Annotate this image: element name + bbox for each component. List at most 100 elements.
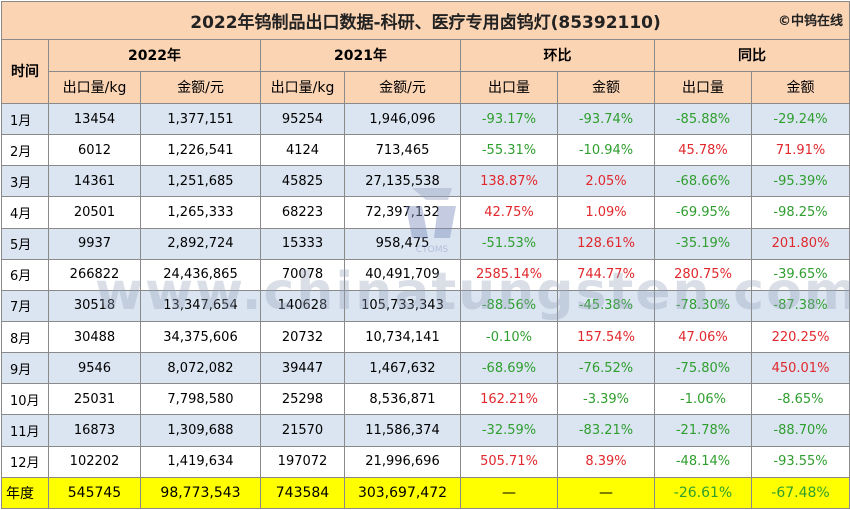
qty-2022-cell: 9937 (48, 227, 141, 260)
yoy-amount-cell: 71.91% (750, 134, 850, 167)
yoy-qty-cell: 280.75% (654, 258, 752, 291)
month-cell: 3月 (1, 165, 49, 198)
yoy-qty-header: 出口量 (654, 70, 752, 105)
mom-qty-cell: 42.75% (460, 196, 558, 229)
amount-2021-cell: 72,397,132 (344, 196, 461, 229)
mom-qty-cell: 138.87% (460, 165, 558, 198)
yoy-amount-header: 金额 (750, 70, 850, 105)
yoy-qty-cell: -21.78% (654, 414, 752, 447)
title-row: 2022年钨制品出口数据-科研、医疗专用卤钨灯(85392110) ©中钨在线 (0, 1, 850, 40)
mom-amount-cell: 1.09% (557, 196, 655, 229)
amount-2021-cell: 11,586,374 (344, 414, 461, 447)
table-row: 6月 266822 24,436,865 70078 40,491,709 2585.14… (1, 258, 850, 291)
qty-2022-cell: 9546 (48, 352, 141, 385)
total-amount-2022-cell: 98,773,543 (140, 476, 261, 510)
qty-2021-cell: 197072 (260, 445, 345, 478)
amount-2022-cell: 1,226,541 (140, 134, 261, 167)
yoy-qty-cell: 47.06% (654, 321, 752, 354)
qty-2021-cell: 20732 (260, 321, 345, 354)
yoy-amount-cell: -98.25% (750, 196, 850, 229)
mom-qty-cell: 505.71% (460, 445, 558, 478)
table-row: 3月 14361 1,251,685 45825 27,135,538 138.87% 2.… (1, 165, 850, 198)
time-header: 时间 (1, 38, 49, 105)
amount-2021-header: 金额/元 (344, 70, 461, 105)
yoy-qty-cell: -68.66% (654, 165, 752, 198)
total-yoy-amount-cell: -67.48% (750, 476, 850, 510)
total-qty-2021-cell: 743584 (260, 476, 345, 510)
qty-2021-cell: 39447 (260, 352, 345, 385)
yoy-qty-cell: -78.30% (654, 289, 752, 323)
yoy-amount-cell: 220.25% (750, 321, 850, 354)
mom-qty-cell: -93.17% (460, 103, 558, 136)
amount-2022-cell: 24,436,865 (140, 258, 261, 291)
qty-2021-cell: 45825 (260, 165, 345, 198)
mom-qty-cell: -51.53% (460, 227, 558, 260)
yoy-amount-cell: -8.65% (750, 383, 850, 416)
amount-2022-cell: 1,309,688 (140, 414, 261, 447)
yoy-amount-cell: -88.70% (750, 414, 850, 447)
month-cell: 12月 (1, 445, 49, 478)
amount-2021-cell: 105,733,343 (344, 289, 461, 323)
qty-2021-cell: 70078 (260, 258, 345, 291)
month-cell: 4月 (1, 196, 49, 229)
mom-amount-cell: -76.52% (557, 352, 655, 385)
mom-qty-cell: -32.59% (460, 414, 558, 447)
qty-2021-cell: 140628 (260, 289, 345, 323)
year-2021-header: 2021年 (260, 38, 461, 72)
amount-2021-cell: 27,135,538 (344, 165, 461, 198)
total-qty-2022-cell: 545745 (48, 476, 141, 510)
amount-2021-cell: 10,734,141 (344, 321, 461, 354)
mom-amount-cell: 157.54% (557, 321, 655, 354)
amount-2022-cell: 1,251,685 (140, 165, 261, 198)
month-cell: 6月 (1, 258, 49, 291)
qty-2022-cell: 16873 (48, 414, 141, 447)
yoy-qty-cell: 45.78% (654, 134, 752, 167)
mom-amount-cell: -45.38% (557, 289, 655, 323)
month-cell: 9月 (1, 352, 49, 385)
qty-2022-cell: 13454 (48, 103, 141, 136)
table-row: 12月 102202 1,419,634 197072 21,996,696 505.71… (1, 445, 850, 478)
mom-amount-cell: 128.61% (557, 227, 655, 260)
mom-qty-cell: -0.10% (460, 321, 558, 354)
amount-2022-cell: 2,892,724 (140, 227, 261, 260)
yoy-qty-cell: -48.14% (654, 445, 752, 478)
mom-amount-cell: 8.39% (557, 445, 655, 478)
total-mom-amount-cell: — (557, 476, 655, 510)
qty-2021-header: 出口量/kg (260, 70, 345, 105)
yoy-amount-cell: -95.39% (750, 165, 850, 198)
qty-2021-cell: 15333 (260, 227, 345, 260)
mom-amount-cell: -83.21% (557, 414, 655, 447)
qty-2022-cell: 30518 (48, 289, 141, 323)
month-cell: 10月 (1, 383, 49, 416)
mom-amount-cell: -3.39% (557, 383, 655, 416)
month-cell: 2月 (1, 134, 49, 167)
month-cell: 1月 (1, 103, 49, 136)
brand-label: ©中钨在线 (778, 14, 844, 29)
qty-2022-cell: 14361 (48, 165, 141, 198)
table-title: 2022年钨制品出口数据-科研、医疗专用卤钨灯(85392110) (190, 12, 661, 33)
table-row: 1月 13454 1,377,151 95254 1,946,096 -93.17% -93… (1, 103, 850, 136)
table-row: 8月 30488 34,375,606 20732 10,734,141 -0.10% 15… (1, 321, 850, 354)
yoy-header: 同比 (653, 38, 850, 72)
qty-2022-cell: 102202 (48, 445, 141, 478)
table-row: 2月 6012 1,226,541 4124 713,465 -55.31% -10.94%… (1, 134, 850, 167)
qty-2022-cell: 30488 (48, 321, 141, 354)
amount-2022-cell: 8,072,082 (140, 352, 261, 385)
yoy-amount-cell: -39.65% (750, 258, 850, 291)
qty-2022-cell: 6012 (48, 134, 141, 167)
amount-2022-header: 金额/元 (140, 70, 261, 105)
mom-amount-cell: 2.05% (557, 165, 655, 198)
amount-2021-cell: 1,946,096 (344, 103, 461, 136)
table-row: 7月 30518 13,347,654 140628 105,733,343 -88.56… (1, 289, 850, 323)
yoy-amount-cell: 450.01% (750, 352, 850, 385)
month-cell: 11月 (1, 414, 49, 447)
yoy-amount-cell: -29.24% (750, 103, 850, 136)
yoy-amount-cell: -87.38% (750, 289, 850, 323)
yoy-amount-cell: 201.80% (750, 227, 850, 260)
table-row: 9月 9546 8,072,082 39447 1,467,632 -68.69% -76.… (1, 352, 850, 385)
header-row-1: 时间 2022年 2021年 环比 同比 (1, 38, 850, 105)
year-2022-header: 2022年 (48, 38, 261, 72)
month-cell: 8月 (1, 321, 49, 354)
mom-qty-cell: -55.31% (460, 134, 558, 167)
